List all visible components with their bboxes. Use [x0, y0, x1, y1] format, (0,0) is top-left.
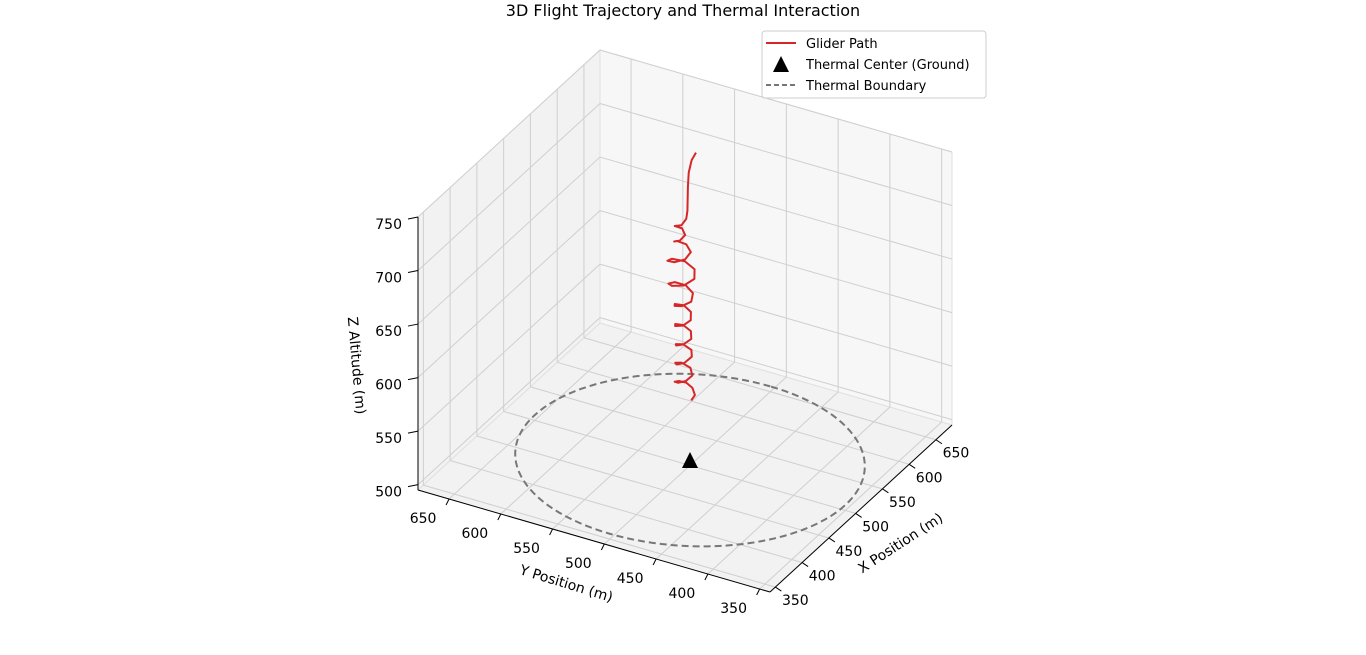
- y-tick-label: 400: [669, 586, 696, 602]
- x-tick: [775, 586, 782, 592]
- thermal-center-marker: [682, 452, 698, 469]
- data-layer: [514, 152, 866, 548]
- grid-line-z-left-wall: [417, 317, 601, 486]
- x-tick: [801, 562, 809, 567]
- grid-line-y-floor: [707, 406, 891, 575]
- z-tick: [407, 270, 419, 274]
- y-tick-label: 500: [565, 556, 592, 572]
- legend-label-glider-path: Glider Path: [806, 37, 878, 52]
- grid-line-y-floor: [500, 346, 684, 515]
- y-tick: [600, 543, 605, 551]
- x-axis-line: [769, 424, 953, 593]
- chart-title: 3D Flight Trajectory and Thermal Interac…: [506, 1, 860, 20]
- grid-line-x-floor: [503, 410, 856, 514]
- grid-line-z-right-wall: [599, 103, 953, 207]
- grid-line-z-left-wall: [417, 263, 601, 432]
- x-tick: [935, 439, 943, 445]
- y-axis-line: [417, 489, 771, 593]
- x-tick: [828, 537, 836, 543]
- axis-lines: 3504004505005506006503504004505005506006…: [375, 216, 970, 617]
- z-tick: [407, 377, 419, 381]
- grid-line-x-floor: [583, 337, 937, 441]
- legend-swatch-thermal-center: [773, 56, 789, 72]
- grid-line-x-floor: [476, 435, 830, 539]
- legend-label-thermal-center: Thermal Center (Ground): [805, 58, 970, 73]
- legend-frame: [761, 30, 987, 99]
- grid-line-y-floor: [655, 391, 839, 560]
- legend: Glider Path Thermal Center (Ground) Ther…: [761, 30, 987, 99]
- grid-line-z-left-wall: [417, 103, 601, 271]
- y-tick: [445, 498, 450, 506]
- z-tick-label: 500: [375, 485, 402, 501]
- x-tick: [855, 512, 862, 518]
- legend-label-thermal-boundary: Thermal Boundary: [805, 79, 927, 94]
- grid-line-z-left-wall: [417, 156, 601, 325]
- axis-panes: [417, 48, 953, 593]
- z-tick: [407, 430, 419, 434]
- z-tick: [407, 484, 419, 488]
- grid-line-y-floor: [552, 361, 735, 530]
- grid-line-z-left-wall: [417, 49, 601, 218]
- grid-line-x-floor: [449, 460, 803, 564]
- y-tick: [756, 588, 761, 596]
- z-tick: [407, 216, 419, 220]
- z-axis-label: Z Altitude (m): [344, 316, 368, 415]
- x-tick: [908, 463, 916, 469]
- grid-line-x-floor: [530, 386, 883, 490]
- y-tick: [704, 573, 709, 581]
- thermal-boundary-circle: [514, 372, 866, 548]
- grid-lines: [417, 49, 953, 590]
- grid-line-x-floor: [423, 484, 776, 588]
- x-tick-label: 350: [782, 593, 809, 609]
- x-tick-label: 450: [836, 544, 863, 560]
- y-tick: [652, 558, 657, 566]
- z-tick-label: 600: [375, 378, 402, 394]
- grid-line-z-right-wall: [599, 49, 953, 153]
- z-tick-label: 650: [375, 324, 402, 340]
- z-tick-label: 700: [375, 271, 402, 287]
- y-tick-label: 550: [513, 541, 540, 557]
- y-tick: [497, 513, 502, 521]
- grid-line-y-floor: [759, 421, 942, 590]
- y-tick-label: 350: [720, 601, 747, 617]
- x-tick-label: 650: [943, 446, 970, 462]
- y-tick-label: 650: [410, 511, 437, 527]
- grid-line-z-left-wall: [417, 210, 601, 378]
- y-tick-label: 450: [617, 571, 644, 587]
- grid-line-z-right-wall: [599, 156, 953, 260]
- grid-line-z-right-wall: [599, 263, 953, 367]
- grid-line-z-right-wall: [599, 210, 953, 314]
- x-tick-label: 550: [889, 495, 916, 511]
- grid-line-y-floor: [604, 376, 787, 545]
- x-tick-label: 500: [862, 519, 889, 535]
- z-tick: [407, 323, 419, 327]
- x-tick-label: 400: [809, 569, 836, 585]
- grid-line-y-floor: [448, 331, 632, 500]
- z-tick-label: 750: [375, 217, 402, 233]
- y-tick-label: 600: [461, 526, 488, 542]
- glider-path-line: [666, 152, 697, 401]
- y-tick: [549, 528, 554, 536]
- grid-line-z-right-wall: [599, 317, 953, 421]
- x-tick: [882, 488, 889, 494]
- z-tick-label: 550: [375, 431, 402, 447]
- x-tick-label: 600: [916, 470, 943, 486]
